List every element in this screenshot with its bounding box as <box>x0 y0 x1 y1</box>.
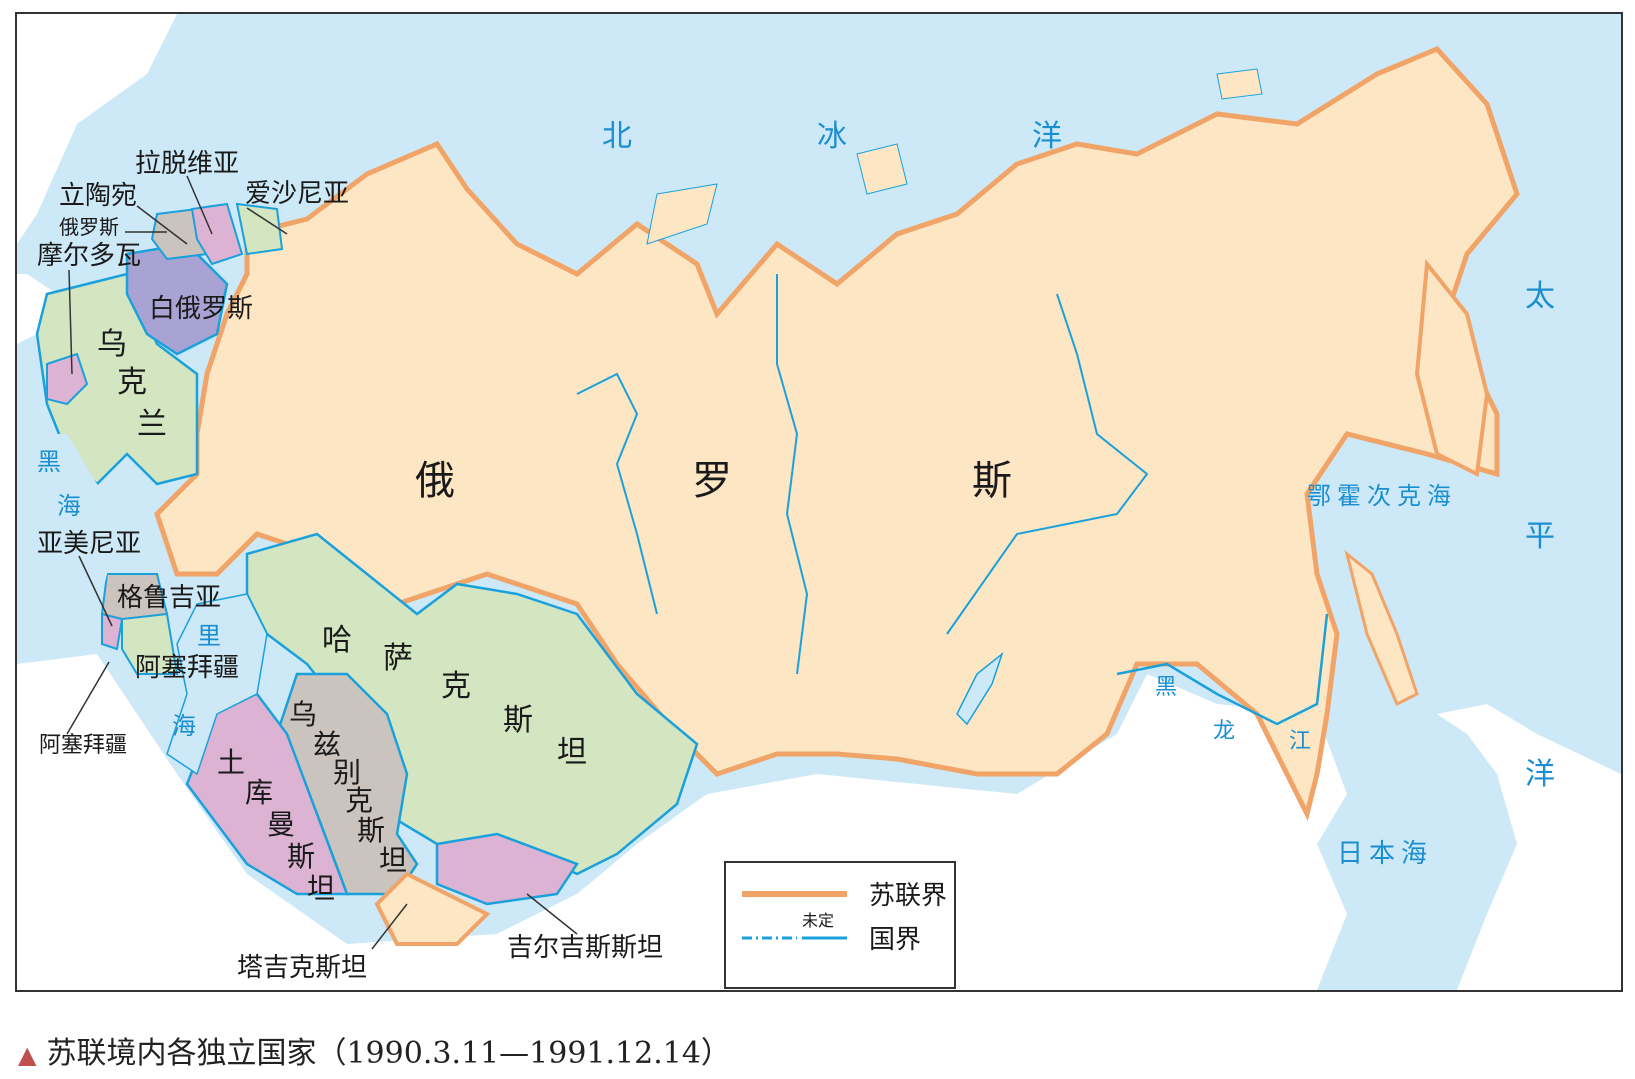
sakhalin <box>1344 550 1419 707</box>
label-ukraine-1: 乌 <box>97 327 127 362</box>
label-kazakhstan-4: 斯 <box>503 703 533 738</box>
armenia-territory <box>101 612 124 651</box>
sea-pacific-2: 平 <box>1525 519 1555 554</box>
legend-national-border-label: 国界 <box>869 925 921 955</box>
map-frame: 拉脱维亚 爱沙尼亚 立陶宛 俄罗斯 摩尔多瓦 白俄罗斯 乌 克 兰 俄 罗 斯 … <box>15 12 1623 992</box>
sea-arctic-3: 洋 <box>1032 119 1062 154</box>
black-sea <box>17 434 127 634</box>
sea-okhotsk: 鄂霍次克海 <box>1307 482 1457 510</box>
label-moldova: 摩尔多瓦 <box>37 241 141 271</box>
label-russia-2: 罗 <box>692 458 732 504</box>
legend: 苏联界 未定 国界 <box>724 861 956 989</box>
label-kazakhstan-2: 萨 <box>383 641 413 676</box>
river-lena <box>946 293 1149 635</box>
label-russia-3: 斯 <box>972 458 1012 504</box>
label-russia-enclave: 俄罗斯 <box>59 215 119 239</box>
label-lithuania: 立陶宛 <box>59 181 137 211</box>
label-georgia: 格鲁吉亚 <box>117 583 221 613</box>
leader-lines <box>66 175 578 950</box>
sea-black-2: 海 <box>57 492 81 520</box>
legend-undetermined-label: 未定 <box>802 911 834 930</box>
azerbaijan-territory <box>121 612 179 675</box>
novaya-zemlya <box>646 183 718 245</box>
label-kazakhstan-5: 坦 <box>557 735 587 770</box>
river-amur-3: 江 <box>1289 729 1311 754</box>
label-uzbekistan-1: 乌 <box>289 698 317 731</box>
river-amur <box>1116 613 1329 726</box>
label-uzbekistan-6: 坦 <box>379 844 407 877</box>
outside-land-japan <box>1437 704 1621 990</box>
label-latvia: 拉脱维亚 <box>135 149 239 179</box>
map-caption: ▲ 苏联境内各独立国家（1990.3.11—1991.12.14） <box>18 1028 731 1072</box>
label-armenia: 亚美尼亚 <box>37 529 141 559</box>
label-estonia: 爱沙尼亚 <box>245 179 349 209</box>
label-turkmenistan-3: 曼 <box>267 808 295 841</box>
label-kazakhstan-3: 克 <box>441 669 471 704</box>
sea-caspian-2: 海 <box>172 712 196 740</box>
label-turkmenistan-5: 坦 <box>307 872 335 905</box>
caption-text: 苏联境内各独立国家（1990.3.11—1991.12.14） <box>46 1036 731 1071</box>
sea-black-1: 黑 <box>37 448 61 476</box>
label-ukraine-2: 克 <box>117 365 147 400</box>
river-ob <box>576 372 658 615</box>
outside-land-southwest <box>17 14 177 244</box>
caption-triangle-icon: ▲ <box>18 1041 37 1069</box>
estonia-territory <box>235 202 284 256</box>
severnaya-zemlya <box>856 143 908 195</box>
latvia-territory <box>190 202 244 266</box>
sea-japan: 日本海 <box>1337 839 1433 869</box>
sea-pacific-1: 太 <box>1525 279 1555 314</box>
kazakhstan-territory <box>245 532 699 876</box>
label-turkmenistan-2: 库 <box>245 776 273 809</box>
label-russia-1: 俄 <box>415 458 455 504</box>
label-azerbaijan-exclave: 阿塞拜疆 <box>39 733 127 758</box>
label-turkmenistan-4: 斯 <box>287 840 315 873</box>
label-uzbekistan-2: 兹 <box>313 728 341 761</box>
tajikistan-territory <box>374 871 491 946</box>
kyrgyzstan-territory <box>435 832 579 906</box>
label-ukraine-3: 兰 <box>137 407 167 442</box>
label-tajikistan: 塔吉克斯坦 <box>237 953 367 983</box>
label-kyrgyzstan: 吉尔吉斯斯坦 <box>507 933 663 963</box>
sea-pacific-3: 洋 <box>1525 757 1555 792</box>
sea-arctic-1: 北 <box>602 119 632 154</box>
caspian-sea <box>166 593 268 776</box>
sea-arctic-2: 冰 <box>817 119 847 154</box>
legend-soviet-border-label: 苏联界 <box>869 881 947 911</box>
lake-baikal <box>956 651 1004 726</box>
label-azerbaijan: 阿塞拜疆 <box>135 653 239 683</box>
river-amur-1: 黑 <box>1155 675 1177 700</box>
map-canvas: 拉脱维亚 爱沙尼亚 立陶宛 俄罗斯 摩尔多瓦 白俄罗斯 乌 克 兰 俄 罗 斯 … <box>17 14 1621 990</box>
river-amur-2: 龙 <box>1213 719 1235 744</box>
label-belarus: 白俄罗斯 <box>149 294 253 324</box>
new-siberian-islands <box>1216 68 1263 100</box>
river-yenisei <box>776 274 809 675</box>
label-uzbekistan-4: 克 <box>345 784 373 817</box>
outside-land-europe <box>17 274 57 344</box>
kamchatka <box>1414 258 1490 478</box>
sea-caspian-1: 里 <box>197 622 221 650</box>
label-kazakhstan-1: 哈 <box>322 623 352 658</box>
outside-land-turkey-iran <box>17 654 1347 990</box>
label-turkmenistan-1: 土 <box>217 746 245 779</box>
label-uzbekistan-5: 斯 <box>357 814 385 847</box>
label-uzbekistan-3: 别 <box>333 756 361 789</box>
legend-box <box>724 861 956 989</box>
